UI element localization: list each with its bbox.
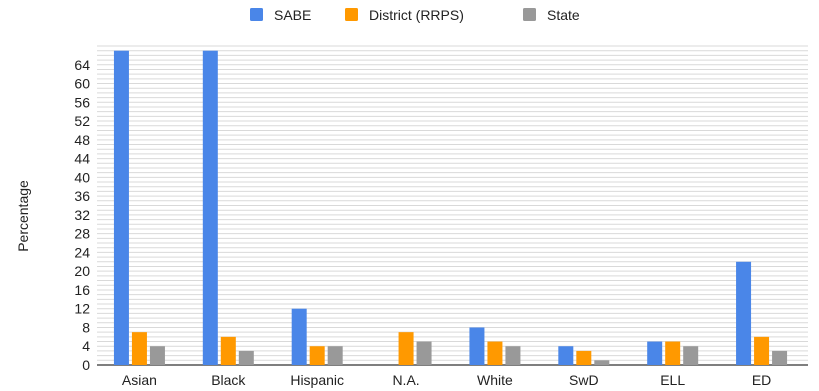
x-category-label: Asian [122, 372, 157, 388]
legend-label: State [547, 7, 580, 23]
x-category-label: White [477, 372, 513, 388]
bar-state-ed [772, 350, 788, 365]
bar-state-ell [683, 346, 699, 365]
y-tick-label: 0 [82, 357, 90, 373]
y-tick-label: 56 [74, 94, 90, 110]
x-category-label: Black [211, 372, 246, 388]
y-tick-label: 32 [74, 207, 90, 223]
bar-sabe-ed [736, 261, 752, 365]
y-tick-label: 36 [74, 188, 90, 204]
bar-sabe-swd [558, 346, 574, 365]
bar-state-hispanic [327, 346, 343, 365]
bar-district-rrps-black [220, 336, 236, 365]
y-tick-label: 52 [74, 113, 90, 129]
x-category-label: N.A. [392, 372, 419, 388]
x-axis-categories: Asian Black Hispanic N.A. White SwD ELL ED [122, 372, 771, 388]
bar-district-rrps-ell [665, 341, 681, 365]
y-tick-label: 24 [74, 244, 90, 260]
bar-district-rrps-n-a [398, 332, 414, 365]
y-tick-label: 8 [82, 319, 90, 335]
y-tick-label: 64 [74, 57, 90, 73]
y-tick-label: 20 [74, 263, 90, 279]
bar-sabe-black [202, 50, 218, 366]
x-category-label: ED [752, 372, 771, 388]
y-tick-label: 40 [74, 169, 90, 185]
bar-state-swd [594, 360, 610, 365]
legend-swatch [523, 8, 536, 21]
x-category-label: Hispanic [290, 372, 344, 388]
legend-swatch [250, 8, 263, 21]
y-tick-label: 12 [74, 301, 90, 317]
bar-district-rrps-swd [576, 350, 592, 365]
bar-district-rrps-white [487, 341, 503, 365]
bar-state-n-a [416, 341, 432, 365]
legend-label: SABE [274, 7, 311, 23]
y-axis-title: Percentage [15, 180, 31, 252]
bar-sabe-white [469, 327, 485, 365]
y-tick-label: 16 [74, 282, 90, 298]
bar-state-asian [149, 346, 165, 365]
bar-district-rrps-ed [754, 336, 770, 365]
legend: SABE District (RRPS) State [250, 7, 580, 23]
bar-sabe-hispanic [291, 308, 307, 365]
bar-district-rrps-hispanic [309, 346, 325, 365]
y-tick-label: 60 [74, 76, 90, 92]
bar-state-white [505, 346, 521, 365]
legend-swatch [345, 8, 358, 21]
bar-sabe-ell [647, 341, 663, 365]
y-tick-label: 4 [82, 338, 90, 354]
y-tick-label: 44 [74, 151, 90, 167]
x-category-label: ELL [660, 372, 685, 388]
bars [113, 50, 788, 366]
legend-label: District (RRPS) [369, 7, 464, 23]
bar-state-black [238, 350, 254, 365]
bar-district-rrps-asian [131, 332, 147, 365]
y-tick-label: 48 [74, 132, 90, 148]
y-tick-label: 28 [74, 226, 90, 242]
bar-sabe-asian [113, 50, 129, 366]
x-category-label: SwD [569, 372, 599, 388]
